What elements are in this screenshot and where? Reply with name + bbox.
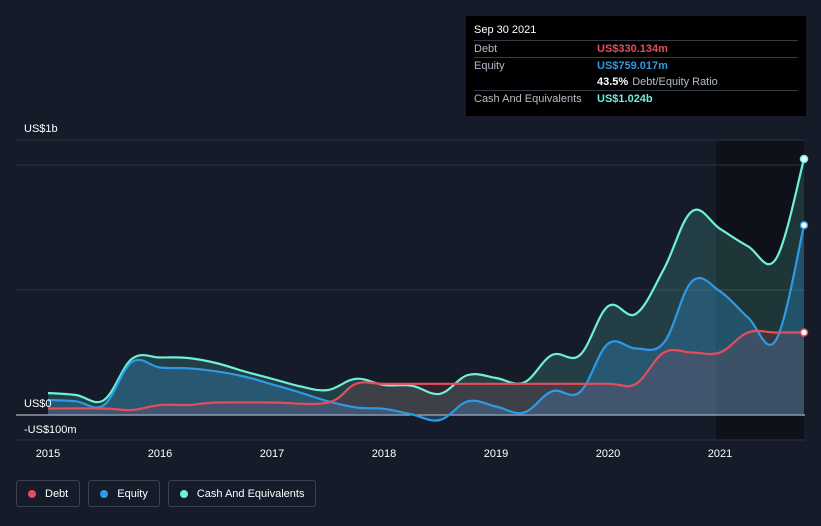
legend-dot-debt (28, 489, 36, 498)
x-axis-labels: 2015 2016 2017 2018 2019 2020 2021 (36, 448, 732, 460)
y-tick-label: -US$100m (24, 424, 77, 436)
series-areas (48, 159, 804, 421)
tooltip-ratio-spacer (474, 74, 597, 90)
x-tick-label: 2019 (484, 448, 508, 460)
tooltip-debt-value: US$330.134m (597, 43, 668, 55)
end-marker-cash-and-equivalents (799, 154, 809, 164)
tooltip-date: Sep 30 2021 (474, 24, 537, 36)
legend-dot-equity (100, 489, 109, 498)
chart-legend: Debt Equity Cash And Equivalents (16, 480, 317, 507)
tooltip-ratio-value: 43.5% (597, 76, 629, 88)
line-debt (47, 329, 804, 412)
tooltip-cash-value: US$1.024b (597, 93, 653, 105)
area-debt (48, 330, 804, 415)
legend-label-equity: Equity (117, 487, 148, 500)
tooltip-row-debt: Debt US$330.134m (474, 40, 798, 57)
series-end-markers (799, 154, 809, 337)
tooltip-equity-value: US$759.017m (597, 60, 668, 72)
y-tick-label: US$1b (24, 123, 58, 135)
tooltip-equity-label: Equity (474, 60, 505, 72)
tooltip-row-cash: Cash And Equivalents US$1.024b (474, 90, 798, 107)
tooltip-ratio-label: Debt/Equity Ratio (632, 76, 718, 88)
data-tooltip: Sep 30 2021 Debt US$330.134m Equity US$7… (466, 16, 806, 116)
end-marker-debt (799, 328, 809, 337)
y-tick-label: US$0 (24, 398, 52, 410)
legend-label-debt: Debt (45, 487, 69, 500)
area-cash-and-equivalents (48, 159, 804, 415)
line-cash-and-equivalents (47, 158, 806, 404)
tooltip-cash-label: Cash And Equivalents (474, 93, 582, 105)
tooltip-row-ratio: 43.5% Debt/Equity Ratio (474, 74, 798, 90)
area-equity (48, 225, 804, 421)
x-tick-label: 2020 (596, 448, 620, 460)
legend-label-cash: Cash And Equivalents (196, 487, 305, 500)
line-equity (47, 225, 806, 422)
legend-item-debt[interactable]: Debt (16, 480, 81, 507)
legend-dot-cash (179, 489, 188, 498)
end-marker-equity (799, 221, 809, 230)
series-lines (47, 158, 806, 422)
x-tick-label: 2015 (36, 448, 60, 460)
legend-item-equity[interactable]: Equity (88, 480, 160, 507)
x-tick-label: 2021 (708, 448, 732, 460)
x-tick-label: 2016 (148, 448, 172, 460)
x-tick-label: 2018 (372, 448, 396, 460)
tooltip-debt-label: Debt (474, 43, 498, 55)
y-axis-labels: US$1b US$0 -US$100m (24, 123, 77, 436)
tooltip-row-equity: Equity US$759.017m (474, 57, 798, 74)
x-tick-label: 2017 (260, 448, 284, 460)
legend-item-cash[interactable]: Cash And Equivalents (167, 480, 317, 507)
